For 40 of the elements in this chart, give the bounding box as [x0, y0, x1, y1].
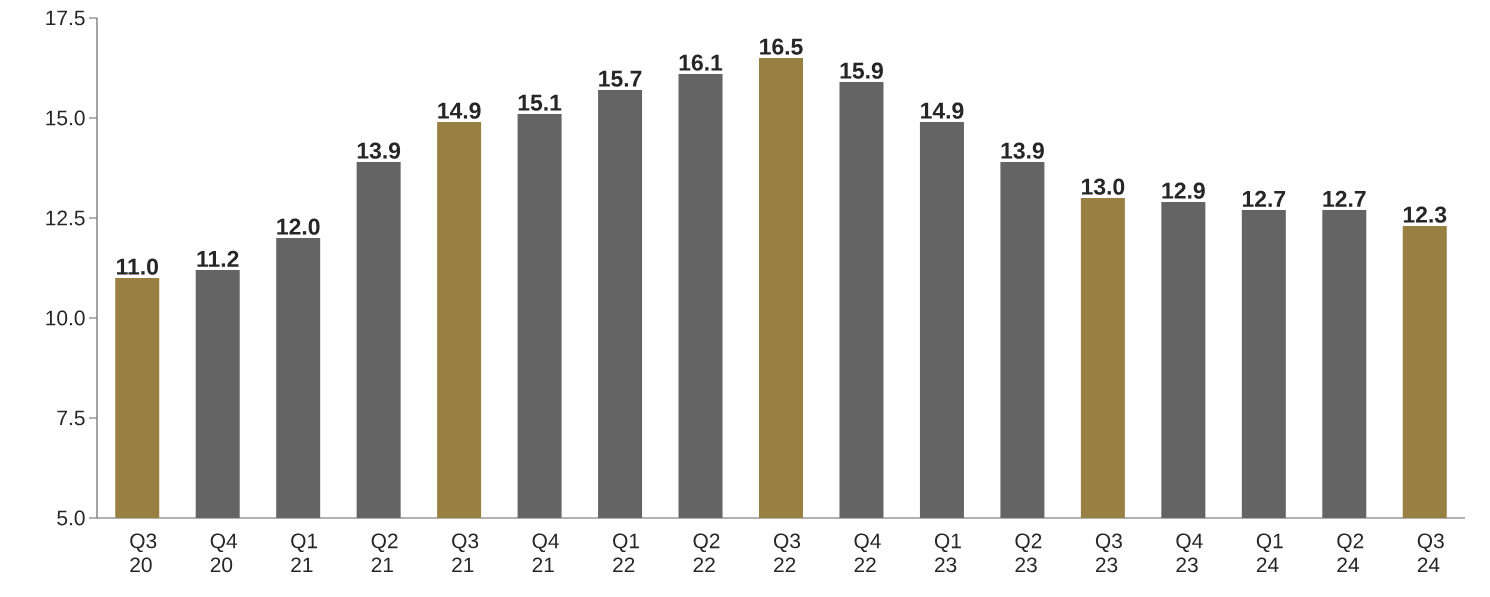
- x-tick-label: Q3 20: [130, 533, 157, 573]
- data-label: 12.0: [277, 218, 320, 235]
- x-tick-label: Q1 23: [934, 533, 961, 573]
- x-tick-label: Q3 23: [1095, 533, 1122, 573]
- x-tick-label: Q3 22: [774, 533, 801, 573]
- y-tick-label: 12.5: [46, 210, 85, 226]
- x-tick-label: Q2 24: [1337, 533, 1364, 573]
- y-tick-label: 5.0: [57, 510, 85, 526]
- data-label: 13.0: [1082, 178, 1125, 195]
- x-tick-label: Q2 23: [1015, 533, 1042, 573]
- x-tick-label: Q2 22: [693, 533, 720, 573]
- x-tick-label: Q4 23: [1176, 533, 1203, 573]
- x-tick-label: Q4 20: [210, 533, 238, 573]
- y-tick-label: 10.0: [46, 310, 85, 326]
- data-label: 12.3: [1403, 206, 1447, 223]
- data-label: 13.9: [357, 142, 401, 159]
- x-tick-label: Q3 21: [452, 533, 479, 573]
- y-tick-label: 17.5: [46, 10, 85, 26]
- data-label: 14.9: [438, 102, 481, 119]
- x-tick-label: Q1 24: [1256, 533, 1283, 573]
- x-tick-label: Q1 22: [613, 533, 639, 573]
- x-tick-label: Q1 21: [291, 533, 318, 573]
- data-label: 11.2: [197, 250, 239, 267]
- x-tick-label: Q2 21: [371, 533, 398, 573]
- data-label: 12.7: [1323, 190, 1366, 207]
- data-label: 16.5: [760, 38, 803, 55]
- y-tick-label: 7.5: [57, 410, 85, 426]
- data-label: 15.7: [599, 70, 642, 87]
- data-label: 14.9: [921, 102, 964, 119]
- data-label: 13.9: [1001, 142, 1044, 159]
- data-label: 12.9: [1162, 182, 1205, 199]
- x-tick-label: Q3 24: [1417, 533, 1444, 573]
- data-label: 12.7: [1242, 190, 1286, 207]
- x-tick-label: Q4 21: [532, 533, 559, 573]
- y-tick-label: 15.0: [46, 110, 85, 126]
- data-label: 11.0: [117, 258, 158, 275]
- x-tick-label: Q4 22: [854, 533, 881, 573]
- data-label: 15.1: [518, 94, 562, 111]
- data-label: 16.1: [679, 54, 723, 71]
- data-label: 15.9: [840, 62, 883, 79]
